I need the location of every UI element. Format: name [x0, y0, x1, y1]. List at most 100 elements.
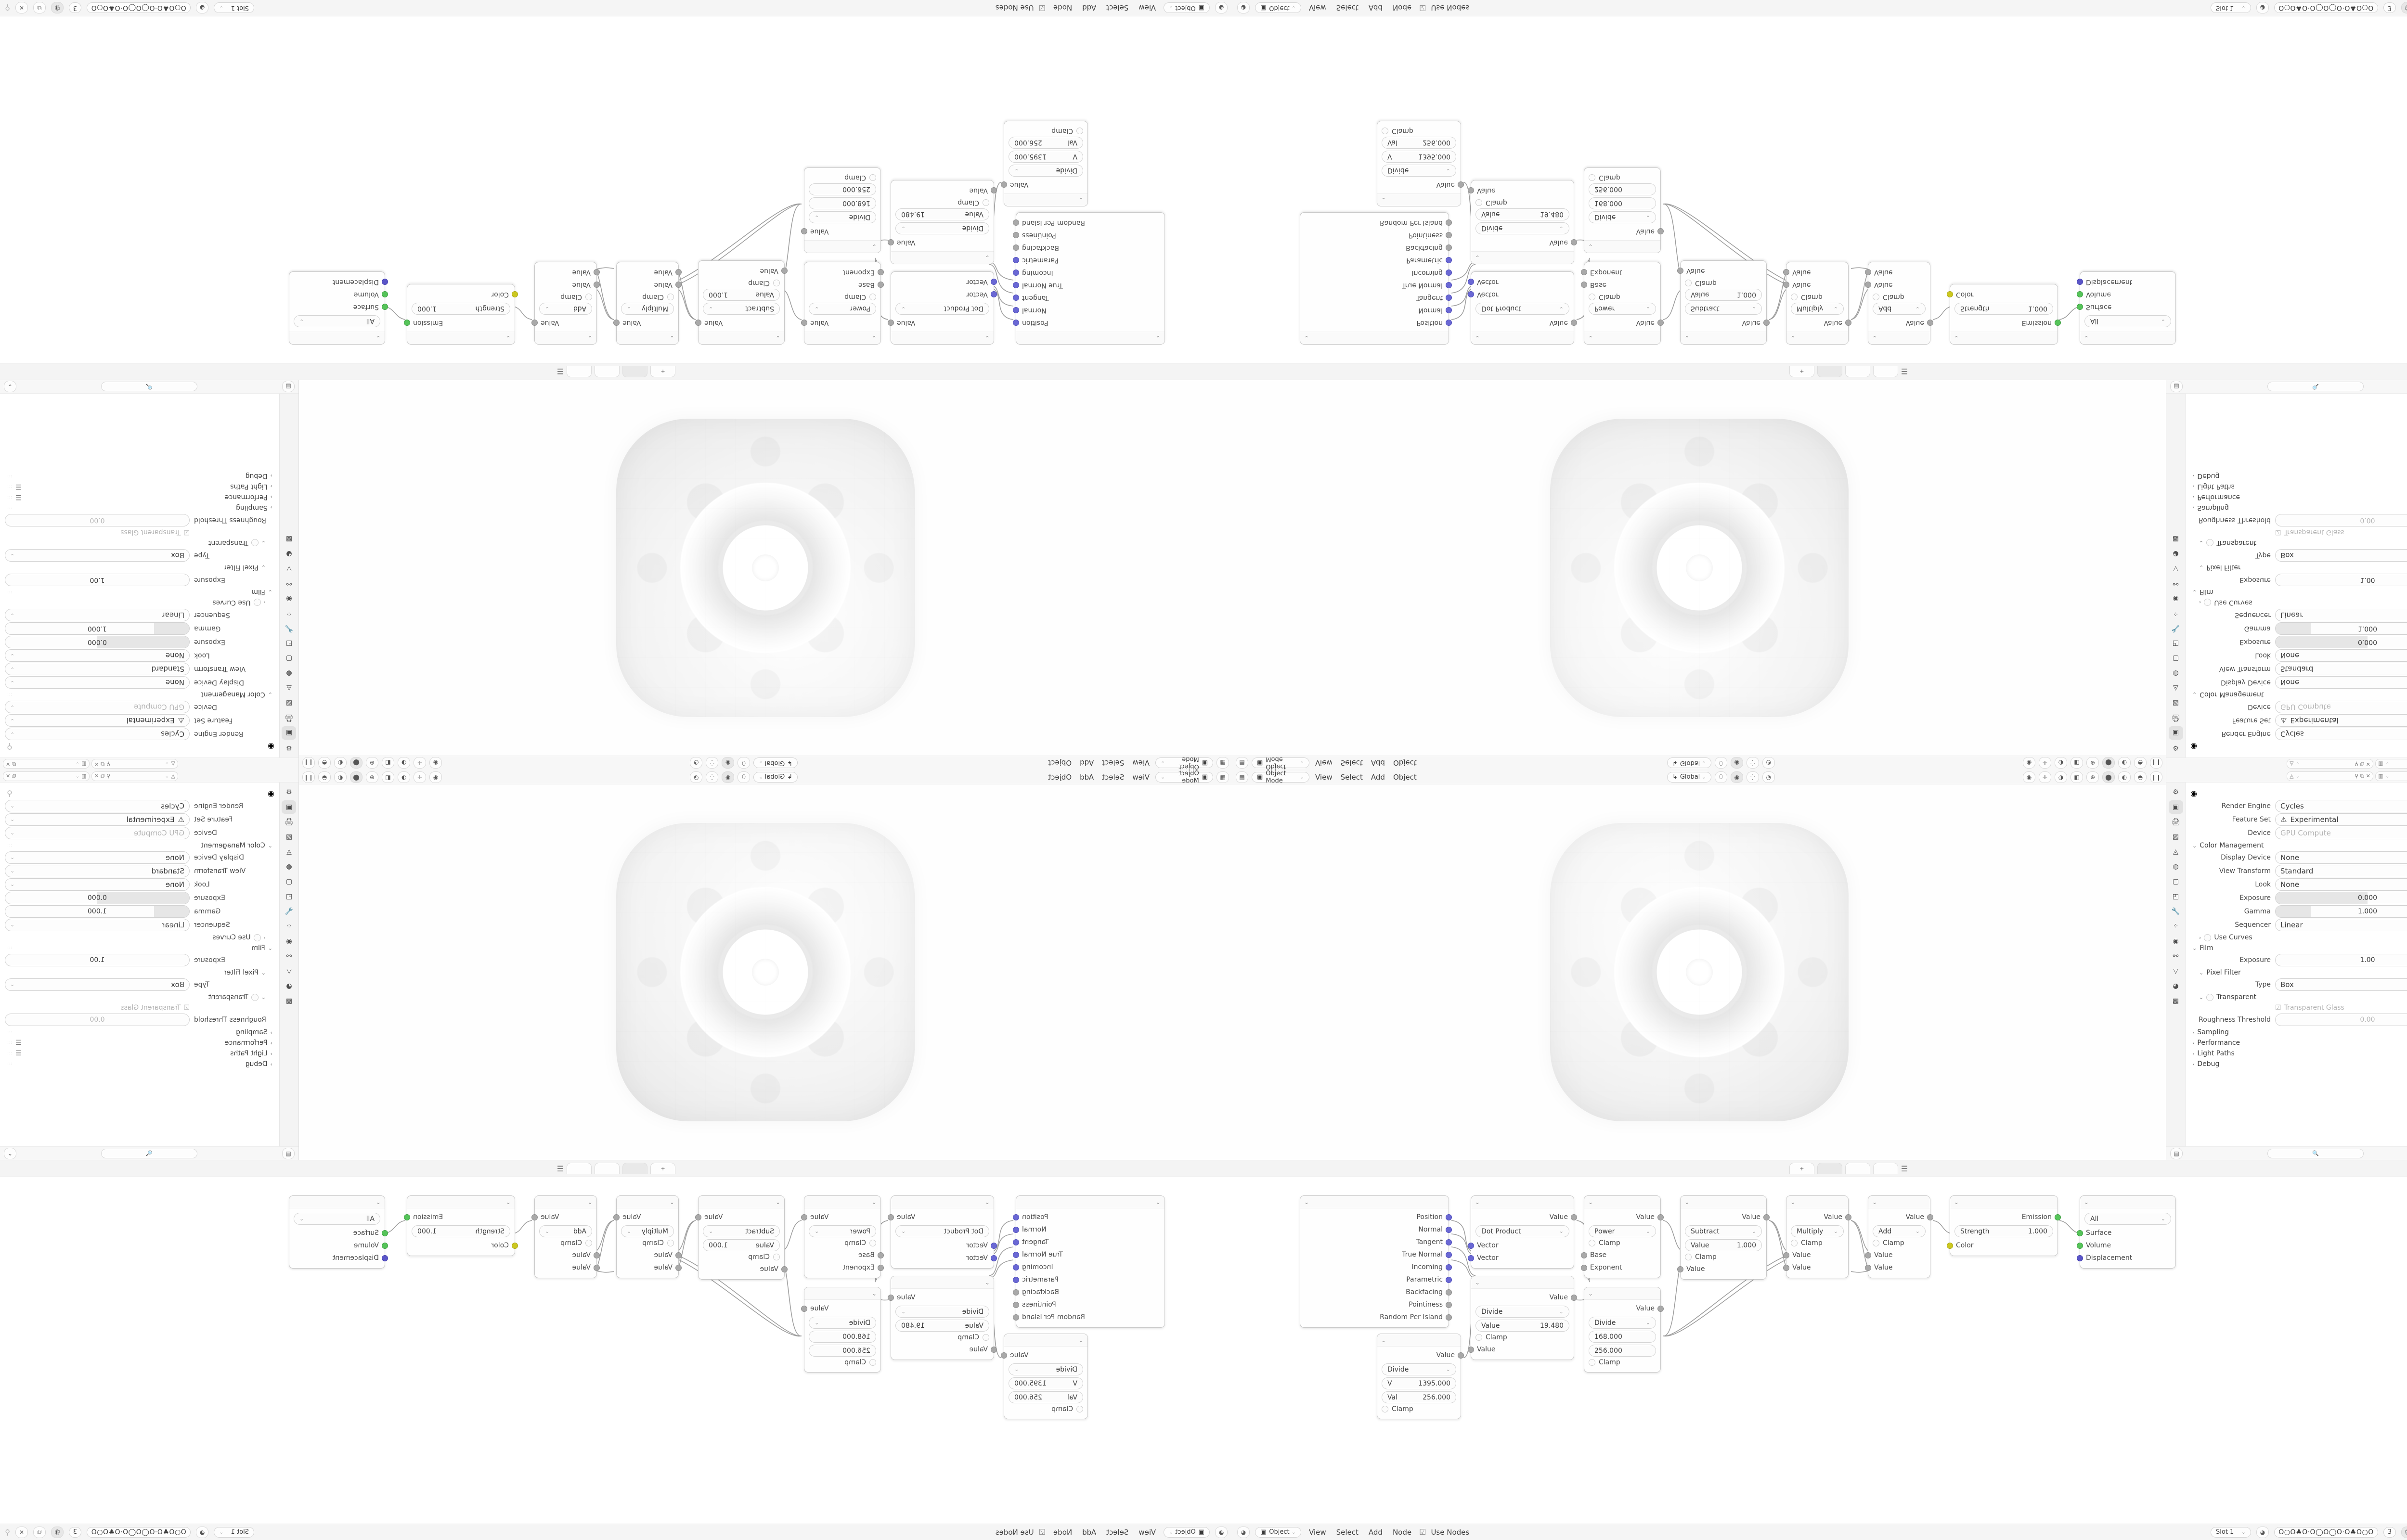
node-input-socket[interactable]: Value [1783, 1261, 1848, 1274]
node-output-socket[interactable]: Pointiness [1013, 229, 1165, 242]
node-collapse-icon[interactable]: ⌄ [1016, 1196, 1165, 1208]
editor-type-icon[interactable]: ▦ [1236, 771, 1248, 783]
proportional-edit-icon[interactable]: ◉ [722, 757, 735, 769]
look-dropdown[interactable]: None⌄ [2275, 878, 2407, 891]
math-divide-node[interactable]: ⌄ Value Divide ⌄ V 1395.000 Val 256.000 Clamp [1377, 1334, 1464, 1419]
node-output-socket[interactable]: Value [888, 317, 994, 329]
properties-tab-modifiers[interactable]: 🔧 [2171, 625, 2180, 632]
visibility-icon[interactable]: ◉ [429, 771, 442, 783]
node-collapse-icon[interactable]: ⌄ [1471, 332, 1574, 344]
fake-user-icon[interactable]: 🛡 [2401, 1526, 2407, 1538]
socket-dot[interactable] [2077, 1230, 2083, 1236]
socket-dot[interactable] [382, 1242, 388, 1249]
sampling-section-header[interactable]: › Sampling :::: [5, 1028, 272, 1036]
node-collapse-icon[interactable]: ⌄ [891, 332, 994, 344]
properties-tab-particles[interactable]: ⁘ [286, 610, 292, 617]
shader-type-dropdown[interactable]: ▣ Object ⌄ [1255, 1527, 1301, 1538]
transparent-glass-row[interactable]: ☑ Transparent Glass [2275, 528, 2407, 536]
sequencer-dropdown[interactable]: Linear⌄ [2275, 609, 2407, 622]
3d-viewport[interactable]: ▦ ▣ Object Mode ⌄ View Select Add Object… [298, 770, 1232, 1160]
node-input-socket[interactable]: Vector [1468, 288, 1574, 301]
properties-tab-scene[interactable]: ◬ [286, 848, 292, 856]
shading-wireframe-icon[interactable]: ⊕ [365, 757, 378, 769]
view-transform-dropdown[interactable]: Standard⌄ [5, 864, 190, 877]
node-clamp-checkbox[interactable]: Clamp [809, 1239, 876, 1247]
chevron-down-icon[interactable]: ⌄ [4, 1147, 16, 1159]
viewport-menu-view[interactable]: View [1315, 772, 1333, 782]
material-name-field[interactable]: O○O♣O·O◯O◯O·O♣O○O [2274, 1527, 2378, 1538]
properties-tab-collection[interactable]: ▢ [285, 878, 293, 886]
view-transform-dropdown[interactable]: Standard⌄ [5, 663, 190, 676]
node-value-field[interactable]: 168.000 [809, 1331, 876, 1343]
node-output-socket[interactable]: Parametric [1300, 1273, 1452, 1286]
node-output-socket[interactable]: Emission [404, 1211, 515, 1223]
look-dropdown[interactable]: None⌄ [5, 649, 190, 662]
node-input-socket[interactable]: Vector [891, 1239, 997, 1252]
node-value-field[interactable]: 256.000 [1589, 1345, 1656, 1357]
socket-dot[interactable] [2077, 1242, 2083, 1249]
pin-icon[interactable]: ⚲ [106, 773, 111, 779]
node-clamp-checkbox[interactable]: Clamp [539, 293, 592, 301]
socket-dot[interactable] [1571, 1214, 1577, 1220]
node-output-socket[interactable]: Normal [1300, 304, 1452, 317]
transform-orientation-dropdown[interactable]: ↳ Global ⌄ [753, 757, 798, 769]
node-input-socket[interactable]: Displacement [2077, 276, 2175, 288]
node-value-field[interactable]: V 1395.000 [1382, 151, 1456, 163]
node-output-socket[interactable]: Value [888, 1211, 994, 1223]
socket-dot[interactable] [1947, 291, 1953, 298]
shader-type-dropdown[interactable]: ▣ Object ⌄ [1164, 1527, 1210, 1538]
workspace-tab-3[interactable] [1873, 366, 1898, 377]
node-menu-add[interactable]: Add [1082, 3, 1097, 13]
film-section-header[interactable]: ⌄ Film :::: [5, 944, 272, 952]
material-name-field[interactable]: O○O♣O·O◯O◯O·O♣O○O [87, 1527, 191, 1538]
node-output-socket[interactable]: Value [1001, 1349, 1087, 1361]
node-clamp-checkbox[interactable]: Clamp [621, 1239, 674, 1247]
roughness-threshold-field[interactable]: 0.00 [5, 1013, 190, 1026]
xray-icon[interactable]: ◧ [2071, 757, 2083, 769]
properties-tab-collection[interactable]: ▢ [285, 654, 293, 662]
math-divide-node[interactable]: ⌄ Value Divide ⌄ 168.000 256.000 Clamp [801, 1287, 881, 1373]
color-management-section-header[interactable]: ⌄ Color Management :::: [5, 842, 272, 849]
socket-dot[interactable] [1468, 279, 1474, 285]
node-value-field[interactable]: Val 256.000 [1382, 1391, 1456, 1403]
workspace-tab-2[interactable] [1845, 1163, 1870, 1174]
debug-section-header[interactable]: › Debug :::: [5, 1060, 272, 1068]
socket-dot[interactable] [1446, 270, 1452, 276]
node-value-field[interactable]: Value 19.480 [1475, 208, 1569, 220]
node-output-socket[interactable]: Value [1471, 317, 1577, 329]
socket-dot[interactable] [1446, 320, 1452, 326]
socket-dot[interactable] [888, 239, 894, 246]
socket-dot[interactable] [2077, 1255, 2083, 1261]
node-clamp-checkbox[interactable]: Clamp [1475, 1334, 1569, 1341]
checkbox-icon[interactable] [585, 294, 592, 300]
node-output-socket[interactable]: Value [1001, 179, 1087, 191]
workspace-tab-2[interactable] [595, 1163, 620, 1174]
view-transform-dropdown[interactable]: Standard⌄ [2275, 663, 2407, 676]
properties-tab-view-layer[interactable]: ▨ [2172, 699, 2179, 707]
workspace-tab-add[interactable]: + [1789, 366, 1814, 377]
properties-tab-scene[interactable]: ◬ [286, 684, 292, 692]
presets-icon[interactable]: ☰ [15, 1050, 22, 1057]
socket-dot[interactable] [594, 282, 600, 288]
overlays-icon[interactable]: ◑ [397, 771, 410, 783]
node-input-socket[interactable]: Value [535, 266, 600, 279]
node-clamp-checkbox[interactable]: Clamp [703, 279, 780, 287]
socket-dot[interactable] [1571, 320, 1577, 326]
socket-dot[interactable] [991, 1242, 997, 1249]
socket-dot[interactable] [1013, 1239, 1019, 1245]
node-output-socket[interactable]: Value [1377, 1349, 1464, 1361]
socket-dot[interactable] [512, 291, 518, 298]
view-layer-toggle-icon[interactable]: ◔ [690, 771, 703, 783]
view-layer-datablock-field[interactable]: ▥⌄ ⧉ ✕ [3, 771, 90, 781]
node-menu-view[interactable]: View [1309, 3, 1326, 13]
math-divide-node[interactable]: ⌄ Value Divide ⌄ Value 19.480 Clamp Value [888, 180, 997, 264]
node-collapse-icon[interactable]: ⌄ [1950, 332, 2058, 344]
node-collapse-icon[interactable]: ⌄ [891, 251, 994, 264]
node-enum-dropdown[interactable]: Add ⌄ [1873, 1225, 1926, 1237]
socket-dot[interactable] [382, 291, 388, 298]
node-clamp-checkbox[interactable]: Clamp [703, 1253, 780, 1261]
checkbox-icon[interactable] [869, 1359, 876, 1366]
node-enum-dropdown[interactable]: Add ⌄ [1873, 303, 1926, 315]
math-subtract-node[interactable]: ⌄ Value Subtract ⌄ Value 1.000 Clamp Value [695, 1195, 788, 1280]
object-mode-dropdown[interactable]: ▣ Object Mode ⌄ [1155, 770, 1213, 784]
